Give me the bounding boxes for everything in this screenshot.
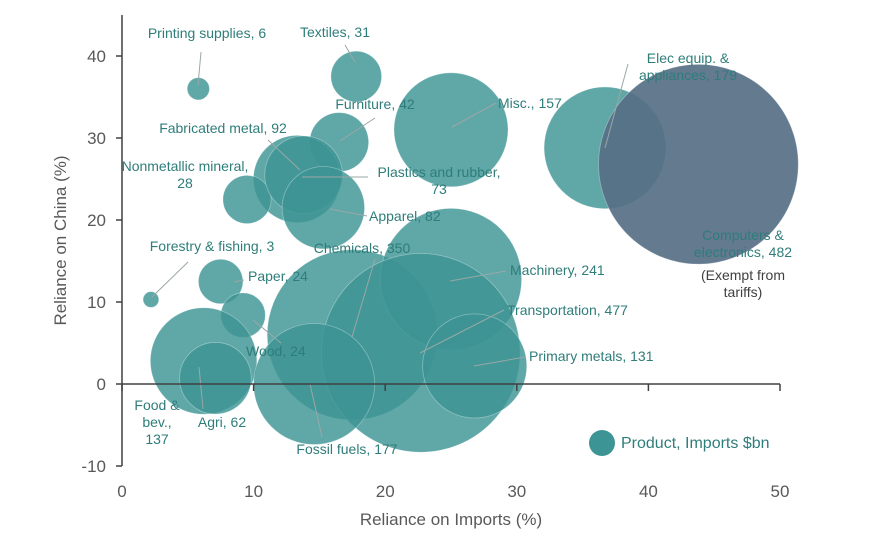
data-label-layer: Printing supplies, 6 Textiles, 31 Elec equ… <box>122 24 793 457</box>
x-tick-label: 40 <box>639 482 658 501</box>
y-tick-label: -10 <box>81 457 106 476</box>
leader-line-paper <box>233 279 245 283</box>
bubble-apparel <box>281 166 365 250</box>
y-tick-label: 10 <box>87 293 106 312</box>
data-label-fossil-fuels: Fossil fuels, 177 <box>296 441 397 457</box>
data-label-nonmetallic-mineral: Nonmetallic mineral, 28 <box>122 158 249 191</box>
leader-line-machinery <box>449 270 507 282</box>
legend-marker <box>589 430 615 456</box>
bubble-nonmetallic-mineral <box>222 175 272 224</box>
leader-line-chemicals <box>351 258 376 338</box>
data-label-primary-metals: Primary metals, 131 <box>529 348 654 364</box>
data-label-paper: Paper, 24 <box>248 268 308 284</box>
y-tick-label: 30 <box>87 129 106 148</box>
legend-label: Product, Imports $bn <box>621 435 770 452</box>
x-axis-title: Reliance on Imports (%) <box>360 510 542 529</box>
leader-line-primary-metals <box>473 356 526 367</box>
data-label-wood: Wood, 24 <box>246 343 306 359</box>
data-label-computers-electronics: Computers & electronics, 482 <box>694 227 792 260</box>
leader-line-wood <box>252 319 282 344</box>
annotation-computers-electronics: (Exempt from tariffs) <box>701 267 785 300</box>
data-label-transportation: Transportation, 477 <box>507 302 628 318</box>
leader-line-elec-equip-appliances <box>604 63 629 149</box>
data-label-forestry-fishing: Forestry & fishing, 3 <box>150 238 275 254</box>
y-tick-label: 40 <box>87 47 106 66</box>
data-label-machinery: Machinery, 241 <box>510 262 605 278</box>
data-label-chemicals: Chemicals, 350 <box>314 240 411 256</box>
bubble-forestry-fishing <box>142 291 160 308</box>
data-label-furniture: Furniture, 42 <box>335 96 415 112</box>
bubble-paper <box>198 258 244 305</box>
leader-line-furniture <box>339 117 376 142</box>
x-tick-label: 30 <box>507 482 526 501</box>
leader-line-misc <box>451 102 497 128</box>
y-tick-label: 0 <box>97 375 106 394</box>
bubble-agri <box>179 342 252 415</box>
data-label-misc: Misc., 157 <box>498 95 562 111</box>
leader-line-transportation <box>419 309 505 354</box>
tick-layer: 0 10 20 30 40 50 -10 0 10 20 30 40 <box>81 47 789 501</box>
x-tick-label: 20 <box>376 482 395 501</box>
leader-line-fabricated-metal <box>267 139 301 171</box>
x-tick-label: 0 <box>117 482 126 501</box>
bubble-textiles <box>330 50 382 103</box>
data-label-food-bev: Food & bev., 137 <box>134 397 180 447</box>
data-label-fabricated-metal: Fabricated metal, 92 <box>159 120 287 136</box>
data-label-plastics-and-rubber: Plastics and rubber, 73 <box>378 164 501 197</box>
leader-line-textiles <box>344 44 356 63</box>
x-tick-label: 50 <box>771 482 790 501</box>
data-label-apparel: Apparel, 82 <box>369 208 441 224</box>
leader-line-fossil-fuels <box>309 383 323 438</box>
leader-line-apparel <box>329 208 368 217</box>
y-tick-label: 20 <box>87 211 106 230</box>
data-label-elec-equip-appliances: Elec equip. & appliances, 179 <box>639 50 737 83</box>
bubble-layer <box>142 50 799 453</box>
bubble-computers-electronics <box>598 63 799 265</box>
y-axis-title: Reliance on China (%) <box>51 155 70 325</box>
x-tick-label: 10 <box>244 482 263 501</box>
leader-line-forestry-fishing <box>151 261 189 298</box>
leader-line-layer <box>151 44 629 438</box>
data-label-textiles: Textiles, 31 <box>300 24 370 40</box>
leader-line-printing-supplies <box>197 51 202 86</box>
bubble-misc <box>393 72 509 188</box>
leader-line-agri <box>198 366 204 410</box>
data-label-agri: Agri, 62 <box>198 414 246 430</box>
legend: Product, Imports $bn <box>589 430 770 456</box>
data-label-printing-supplies: Printing supplies, 6 <box>148 25 267 41</box>
